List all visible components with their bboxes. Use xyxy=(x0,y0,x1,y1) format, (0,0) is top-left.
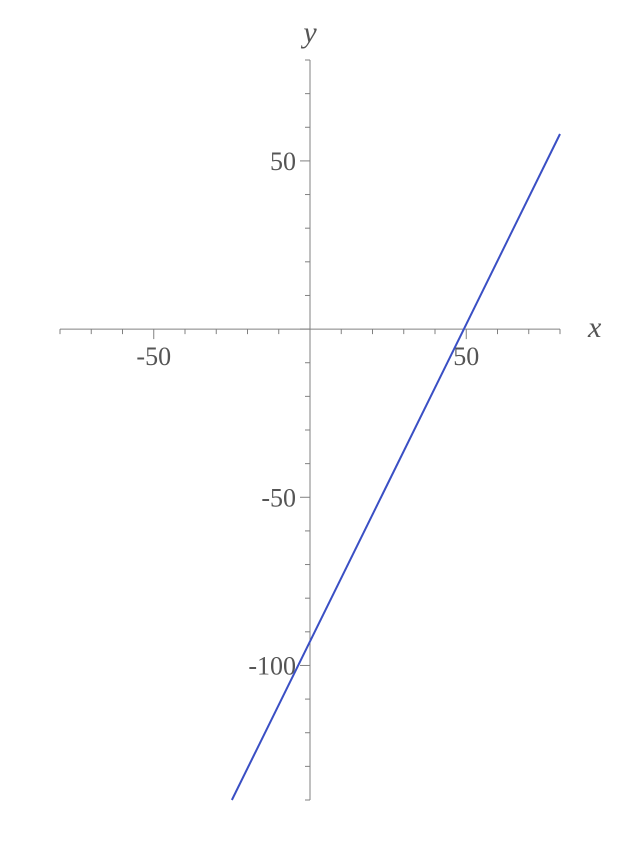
y-tick-label: -100 xyxy=(248,651,296,680)
x-axis-label: x xyxy=(587,311,602,344)
chart-bg xyxy=(0,0,629,853)
line-chart: -50 50 -100 -50 50 x y xyxy=(0,0,629,853)
y-tick-label: 50 xyxy=(270,147,296,176)
y-axis-label: y xyxy=(300,16,317,49)
x-tick-label: -50 xyxy=(136,342,171,371)
x-tick-label: 50 xyxy=(453,342,479,371)
chart-svg: -50 50 -100 -50 50 x y xyxy=(0,0,629,853)
y-tick-label: -50 xyxy=(261,483,296,512)
